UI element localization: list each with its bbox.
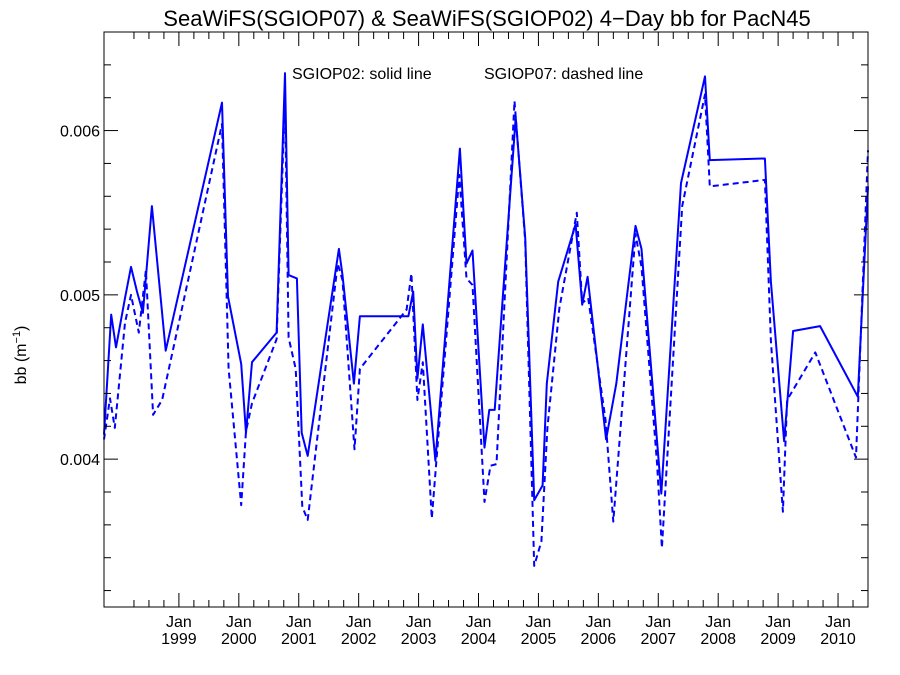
series-line-sgiop07 <box>103 93 869 567</box>
y-axis-title: bb (m−1) <box>11 326 30 385</box>
x-tick-month-label: Jan <box>825 614 851 631</box>
x-tick-month-label: Jan <box>585 614 611 631</box>
x-tick-month-label: Jan <box>705 614 731 631</box>
y-axis-title-exponent: −1 <box>11 331 23 344</box>
x-tick-layer: Jan1999Jan2000Jan2001Jan2002Jan2003Jan20… <box>103 32 869 648</box>
x-tick-year-label: 2009 <box>760 631 796 648</box>
y-tick-label: 0.006 <box>60 124 100 141</box>
x-tick-year-label: 2010 <box>820 631 856 648</box>
x-tick-year-label: 2004 <box>461 631 497 648</box>
y-axis-title-close: ) <box>13 326 30 331</box>
x-tick-year-label: 2003 <box>401 631 437 648</box>
y-tick-layer: 0.004 0.005 0.006 <box>60 31 868 592</box>
x-tick-month-label: Jan <box>466 614 492 631</box>
svg-text:bb (m−1): bb (m−1) <box>11 326 30 385</box>
y-tick-label: 0.005 <box>60 288 100 305</box>
series-layer <box>103 72 869 567</box>
x-tick-year-label: 2007 <box>640 631 676 648</box>
y-axis-title-text: bb (m <box>13 343 30 384</box>
x-tick-month-label: Jan <box>765 614 791 631</box>
annotation-dashed: SGIOP07: dashed line <box>484 66 643 83</box>
x-tick-month-label: Jan <box>406 614 432 631</box>
x-tick-year-label: 2008 <box>700 631 736 648</box>
x-tick-month-label: Jan <box>645 614 671 631</box>
plot-frame <box>103 31 869 608</box>
x-tick-month-label: Jan <box>346 614 372 631</box>
x-tick-year-label: 2001 <box>281 631 317 648</box>
annotation-solid: SGIOP02: solid line <box>292 66 432 83</box>
x-tick-year-label: 2002 <box>341 631 377 648</box>
x-tick-month-label: Jan <box>166 614 192 631</box>
y-tick-label: 0.004 <box>60 452 100 469</box>
x-tick-month-label: Jan <box>526 614 552 631</box>
x-tick-month-label: Jan <box>286 614 312 631</box>
x-tick-year-label: 2005 <box>521 631 557 648</box>
x-tick-year-label: 2000 <box>221 631 257 648</box>
x-tick-month-label: Jan <box>226 614 252 631</box>
series-line-sgiop02 <box>103 72 869 502</box>
x-tick-year-label: 1999 <box>161 631 197 648</box>
chart-title: SeaWiFS(SGIOP07) & SeaWiFS(SGIOP02) 4−Da… <box>163 6 810 31</box>
x-tick-year-label: 2006 <box>581 631 617 648</box>
